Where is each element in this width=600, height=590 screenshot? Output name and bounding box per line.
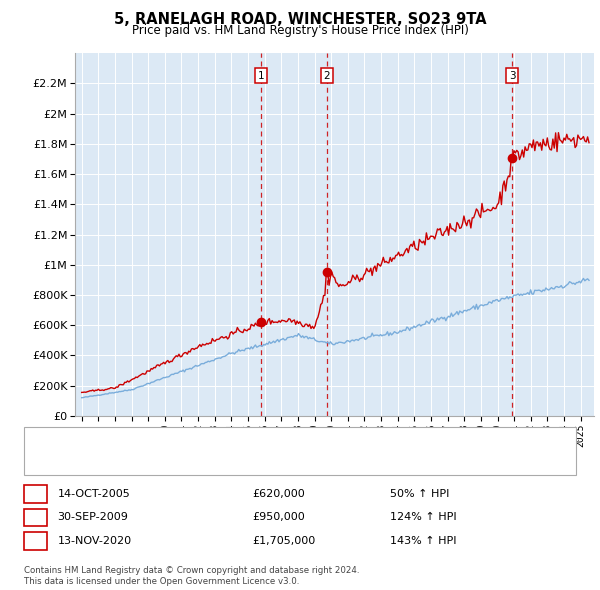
Text: Contains HM Land Registry data © Crown copyright and database right 2024.
This d: Contains HM Land Registry data © Crown c… (24, 566, 359, 586)
Text: 1: 1 (32, 489, 39, 499)
Text: 2: 2 (32, 513, 39, 522)
Text: 1: 1 (258, 71, 265, 81)
Text: HPI: Average price, detached house, Winchester: HPI: Average price, detached house, Winc… (65, 459, 316, 469)
Text: 5, RANELAGH ROAD, WINCHESTER, SO23 9TA (detached house): 5, RANELAGH ROAD, WINCHESTER, SO23 9TA (… (65, 435, 397, 445)
Text: 2: 2 (324, 71, 331, 81)
Text: Price paid vs. HM Land Registry's House Price Index (HPI): Price paid vs. HM Land Registry's House … (131, 24, 469, 37)
Text: 5, RANELAGH ROAD, WINCHESTER, SO23 9TA: 5, RANELAGH ROAD, WINCHESTER, SO23 9TA (113, 12, 487, 27)
Text: 30-SEP-2009: 30-SEP-2009 (58, 513, 128, 522)
Text: 14-OCT-2005: 14-OCT-2005 (58, 489, 130, 499)
Text: £950,000: £950,000 (252, 513, 305, 522)
Text: 3: 3 (509, 71, 515, 81)
Text: £1,705,000: £1,705,000 (252, 536, 315, 546)
Text: 13-NOV-2020: 13-NOV-2020 (58, 536, 132, 546)
Text: £620,000: £620,000 (252, 489, 305, 499)
Text: 50% ↑ HPI: 50% ↑ HPI (390, 489, 449, 499)
Text: 3: 3 (32, 536, 39, 546)
Text: 143% ↑ HPI: 143% ↑ HPI (390, 536, 457, 546)
Text: 124% ↑ HPI: 124% ↑ HPI (390, 513, 457, 522)
